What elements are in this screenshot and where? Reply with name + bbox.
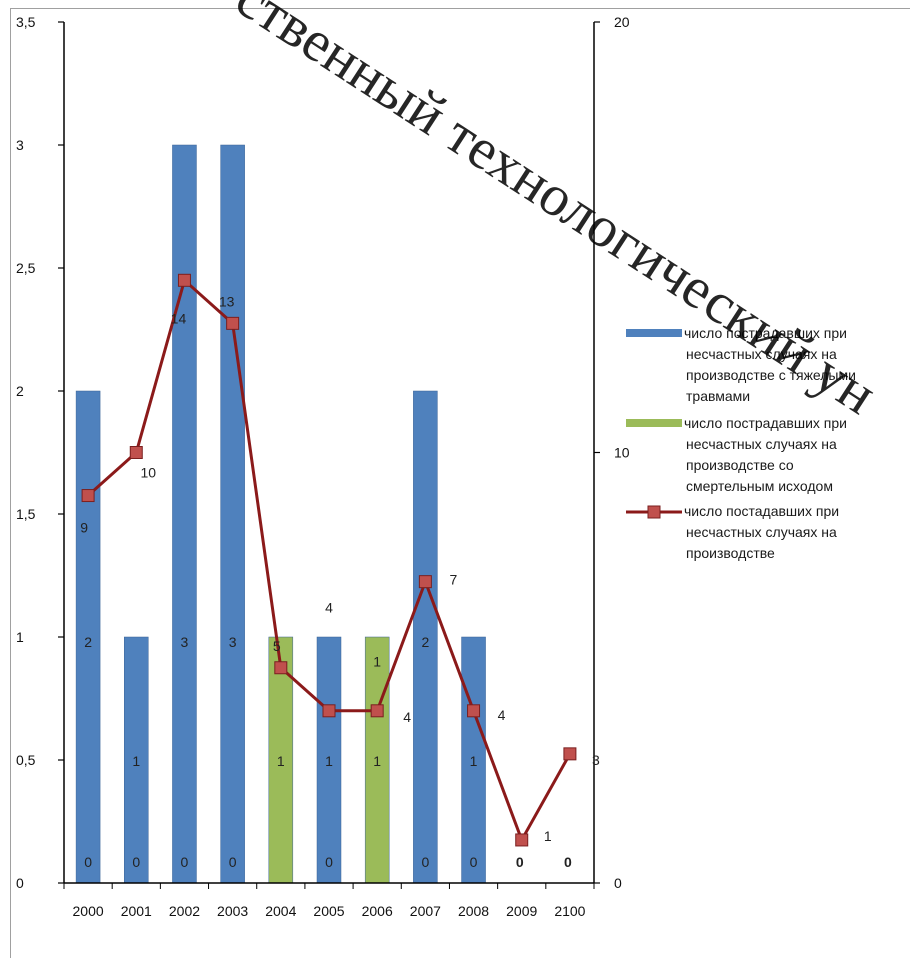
line-marker-2007 [418,575,432,589]
legend-entry-line: производстве со [686,457,794,473]
right-tick-label: 10 [614,445,630,461]
left-tick-label: 2 [16,383,24,399]
legend-entry-line: несчастных случаях на [686,346,837,362]
line-marker-2008 [467,704,481,718]
bar-data-label: 1 [132,753,140,769]
zero-data-label: 0 [325,854,333,870]
legend-entry-line: число пострадавших при [684,415,847,431]
bar-fatal-2006 [364,636,390,884]
bar-data-label: 2 [421,634,429,650]
legend-entry-line: число постадавших при [684,503,839,519]
x-tick-label: 2001 [121,903,152,919]
bar-heavy-2008 [461,636,486,884]
legend-entry-line: несчастных случаях на [686,524,837,540]
x-tick-label: 2007 [410,903,441,919]
zero-data-label: 0 [84,854,92,870]
line-marker-2100 [563,747,577,761]
legend-entry-line: травмами [686,388,750,404]
right-tick-label: 0 [614,875,622,891]
x-tick-label: 2005 [313,903,344,919]
x-tick-label: 2100 [554,903,585,919]
bar-fatal-2004 [268,636,294,884]
line-marker-2003 [226,316,240,330]
bar-heavy-2000 [75,390,101,884]
line-marker-2000 [81,489,95,503]
line-marker-2006 [370,704,384,718]
bar-data-label: 1 [470,753,478,769]
line-marker-2004 [274,661,288,675]
line-data-label: 5 [273,638,281,654]
left-tick-label: 3 [16,137,24,153]
line-marker-2001 [129,446,143,459]
line-data-label: 9 [80,520,88,536]
bar-data-label: 1 [373,654,381,670]
zero-data-label: 0 [132,854,140,870]
left-tick-label: 1 [16,629,24,645]
chart-frame [10,8,910,958]
legend-entry-line: производстве [686,545,775,561]
x-tick-label: 2003 [217,903,248,919]
watermark-text: ственный технологический ун [225,0,888,427]
x-tick-label: 2002 [169,903,200,919]
line-marker-2005 [322,704,336,718]
line-data-label: 14 [171,310,187,326]
legend-swatch [626,329,682,337]
bar-heavy-2001 [124,636,149,884]
bar-heavy-2007 [413,390,438,884]
legend-entry-line: число пострадавших при [684,325,847,341]
line-marker-2009 [515,833,529,847]
left-tick-label: 2,5 [16,260,36,276]
bar-data-label: 2 [84,634,92,650]
left-tick-label: 0,5 [16,752,36,768]
left-tick-label: 0 [16,875,24,891]
line-data-label: 3 [592,752,600,768]
legend-entry-line: несчастных случаях на [686,436,837,452]
zero-data-label: 0 [564,854,572,870]
legend-swatch-marker [647,505,661,519]
zero-data-label: 0 [181,854,189,870]
bar-data-label: 3 [229,634,237,650]
watermark-group: ственный технологический ун [225,0,888,427]
bar-heavy-2003 [220,144,245,884]
line-data-label: 13 [219,293,235,309]
legend-swatch [626,419,682,427]
line-data-label: 1 [544,828,552,844]
zero-data-label: 0 [421,854,429,870]
bar-data-label: 1 [277,753,285,769]
x-tick-label: 2006 [362,903,393,919]
bar-heavy-2002 [172,144,197,884]
x-tick-label: 2000 [73,903,104,919]
left-tick-label: 3,5 [16,14,36,30]
line-data-label: 7 [449,572,457,588]
bars-group [75,144,486,884]
legend-entry-line: смертельным исходом [686,478,833,494]
x-tick-label: 2008 [458,903,489,919]
zero-data-label: 0 [516,854,524,870]
line-data-label: 4 [403,709,411,725]
line-data-label: 10 [140,465,156,481]
legend: число пострадавших при несчастных случаях… [626,325,856,561]
x-tick-label: 2009 [506,903,537,919]
zero-data-label: 0 [470,854,478,870]
line-data-label: 4 [498,707,506,723]
line-data-label: 4 [325,599,333,615]
legend-entry-line: производстве с тяжелыми [686,367,856,383]
right-tick-label: 20 [614,14,630,30]
bar-data-label: 3 [181,634,189,650]
bar-data-label: 1 [325,753,333,769]
x-tick-label: 2004 [265,903,296,919]
left-tick-label: 1,5 [16,506,36,522]
zero-data-label: 0 [229,854,237,870]
line-marker-2002 [177,273,191,287]
bar-data-label: 1 [373,753,381,769]
line-series-group [81,273,577,847]
